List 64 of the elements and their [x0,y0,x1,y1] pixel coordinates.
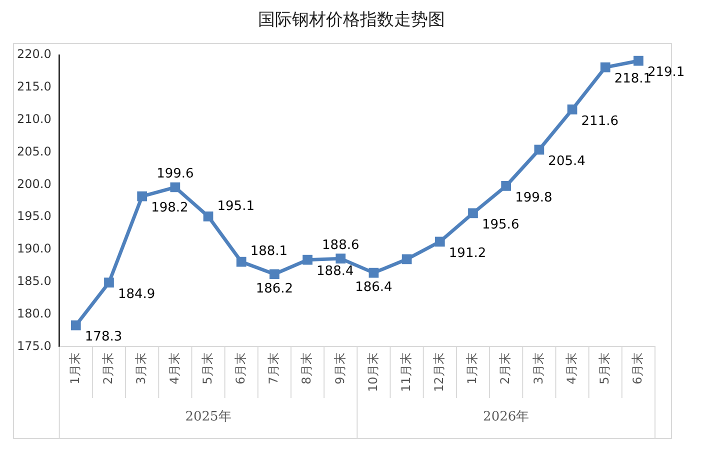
x-tick-label: 5月末 [200,352,214,384]
data-label: 186.2 [256,281,294,296]
x-tick-label: 9月末 [332,352,347,384]
x-tick-label: 10月末 [366,352,380,392]
y-tick-label: 200.0 [16,176,52,191]
text: 2025年 [185,409,232,424]
point [302,254,312,265]
x-tick-label: 4月末 [167,352,182,384]
x-tick-label: 3月末 [134,352,148,384]
point [468,208,478,218]
point [501,181,512,191]
data-label: 199.8 [515,190,552,206]
point [104,278,114,288]
point [434,236,445,247]
x-tick-label: 6月末 [630,352,645,384]
text: 2026年 [483,409,530,424]
point [534,144,544,155]
y-tick-label: 195.0 [16,209,52,224]
x-tick-label: 6月末 [233,352,248,384]
y-tick-label: 215.0 [16,80,52,94]
y-tick-label: 180.0 [16,306,52,320]
point [70,320,81,330]
x-tick-label: 8月末 [300,352,314,384]
chart-title: 国际钢材价格指数走势图 [257,9,446,31]
point [236,256,246,267]
x-tick-label: 7月末 [266,352,281,384]
point [368,268,379,278]
x-tick-label: 1月末 [68,352,82,384]
point [567,104,578,114]
x-tick-label: 4月末 [564,352,578,384]
data-label: 195.1 [217,198,254,214]
point [336,254,346,264]
data-label: 188.4 [316,264,354,280]
data-label: 195.6 [482,218,520,233]
point [634,56,644,66]
data-label: 205.4 [548,154,586,170]
y-tick-label: 190.0 [16,242,52,256]
y-tick-label: 210.0 [16,112,52,126]
data-label: 186.4 [355,280,392,296]
point [203,211,214,222]
x-tick-label: 1月末 [465,352,480,384]
x-tick-label: 2月末 [101,352,116,384]
point [402,254,412,264]
data-label: 198.2 [151,200,188,216]
y-tick-label: 220.0 [16,47,52,62]
data-label: 191.2 [448,246,486,262]
point [600,62,610,72]
y-tick-label: 175.0 [16,338,52,353]
point [270,269,280,280]
data-label: 211.6 [581,114,618,129]
x-tick-label: 5月末 [597,352,612,384]
data-label: 188.6 [322,238,360,253]
data-label: 188.1 [250,244,288,260]
x-tick-label: 3月末 [531,352,546,384]
point [170,182,180,192]
x-tick-label: 11月末 [398,352,413,392]
point [137,191,148,202]
data-label: 199.6 [156,166,194,182]
y-tick-label: 205.0 [16,144,52,158]
data-label: 178.3 [84,330,122,345]
y-tick-label: 185.0 [16,274,52,288]
x-tick-label: 2月末 [498,352,512,384]
data-label: 184.9 [118,286,156,302]
x-tick-label: 12月末 [432,352,446,392]
